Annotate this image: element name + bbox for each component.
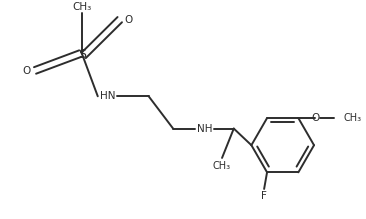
Text: CH₃: CH₃ [343,113,362,123]
Text: CH₃: CH₃ [72,2,92,12]
Text: CH₃: CH₃ [213,161,231,171]
Text: O: O [22,66,30,76]
Text: F: F [261,191,267,201]
Text: O: O [124,15,132,25]
Text: O: O [312,113,320,123]
Text: NH: NH [197,124,212,134]
Text: S: S [78,48,86,61]
Text: HN: HN [100,91,115,101]
